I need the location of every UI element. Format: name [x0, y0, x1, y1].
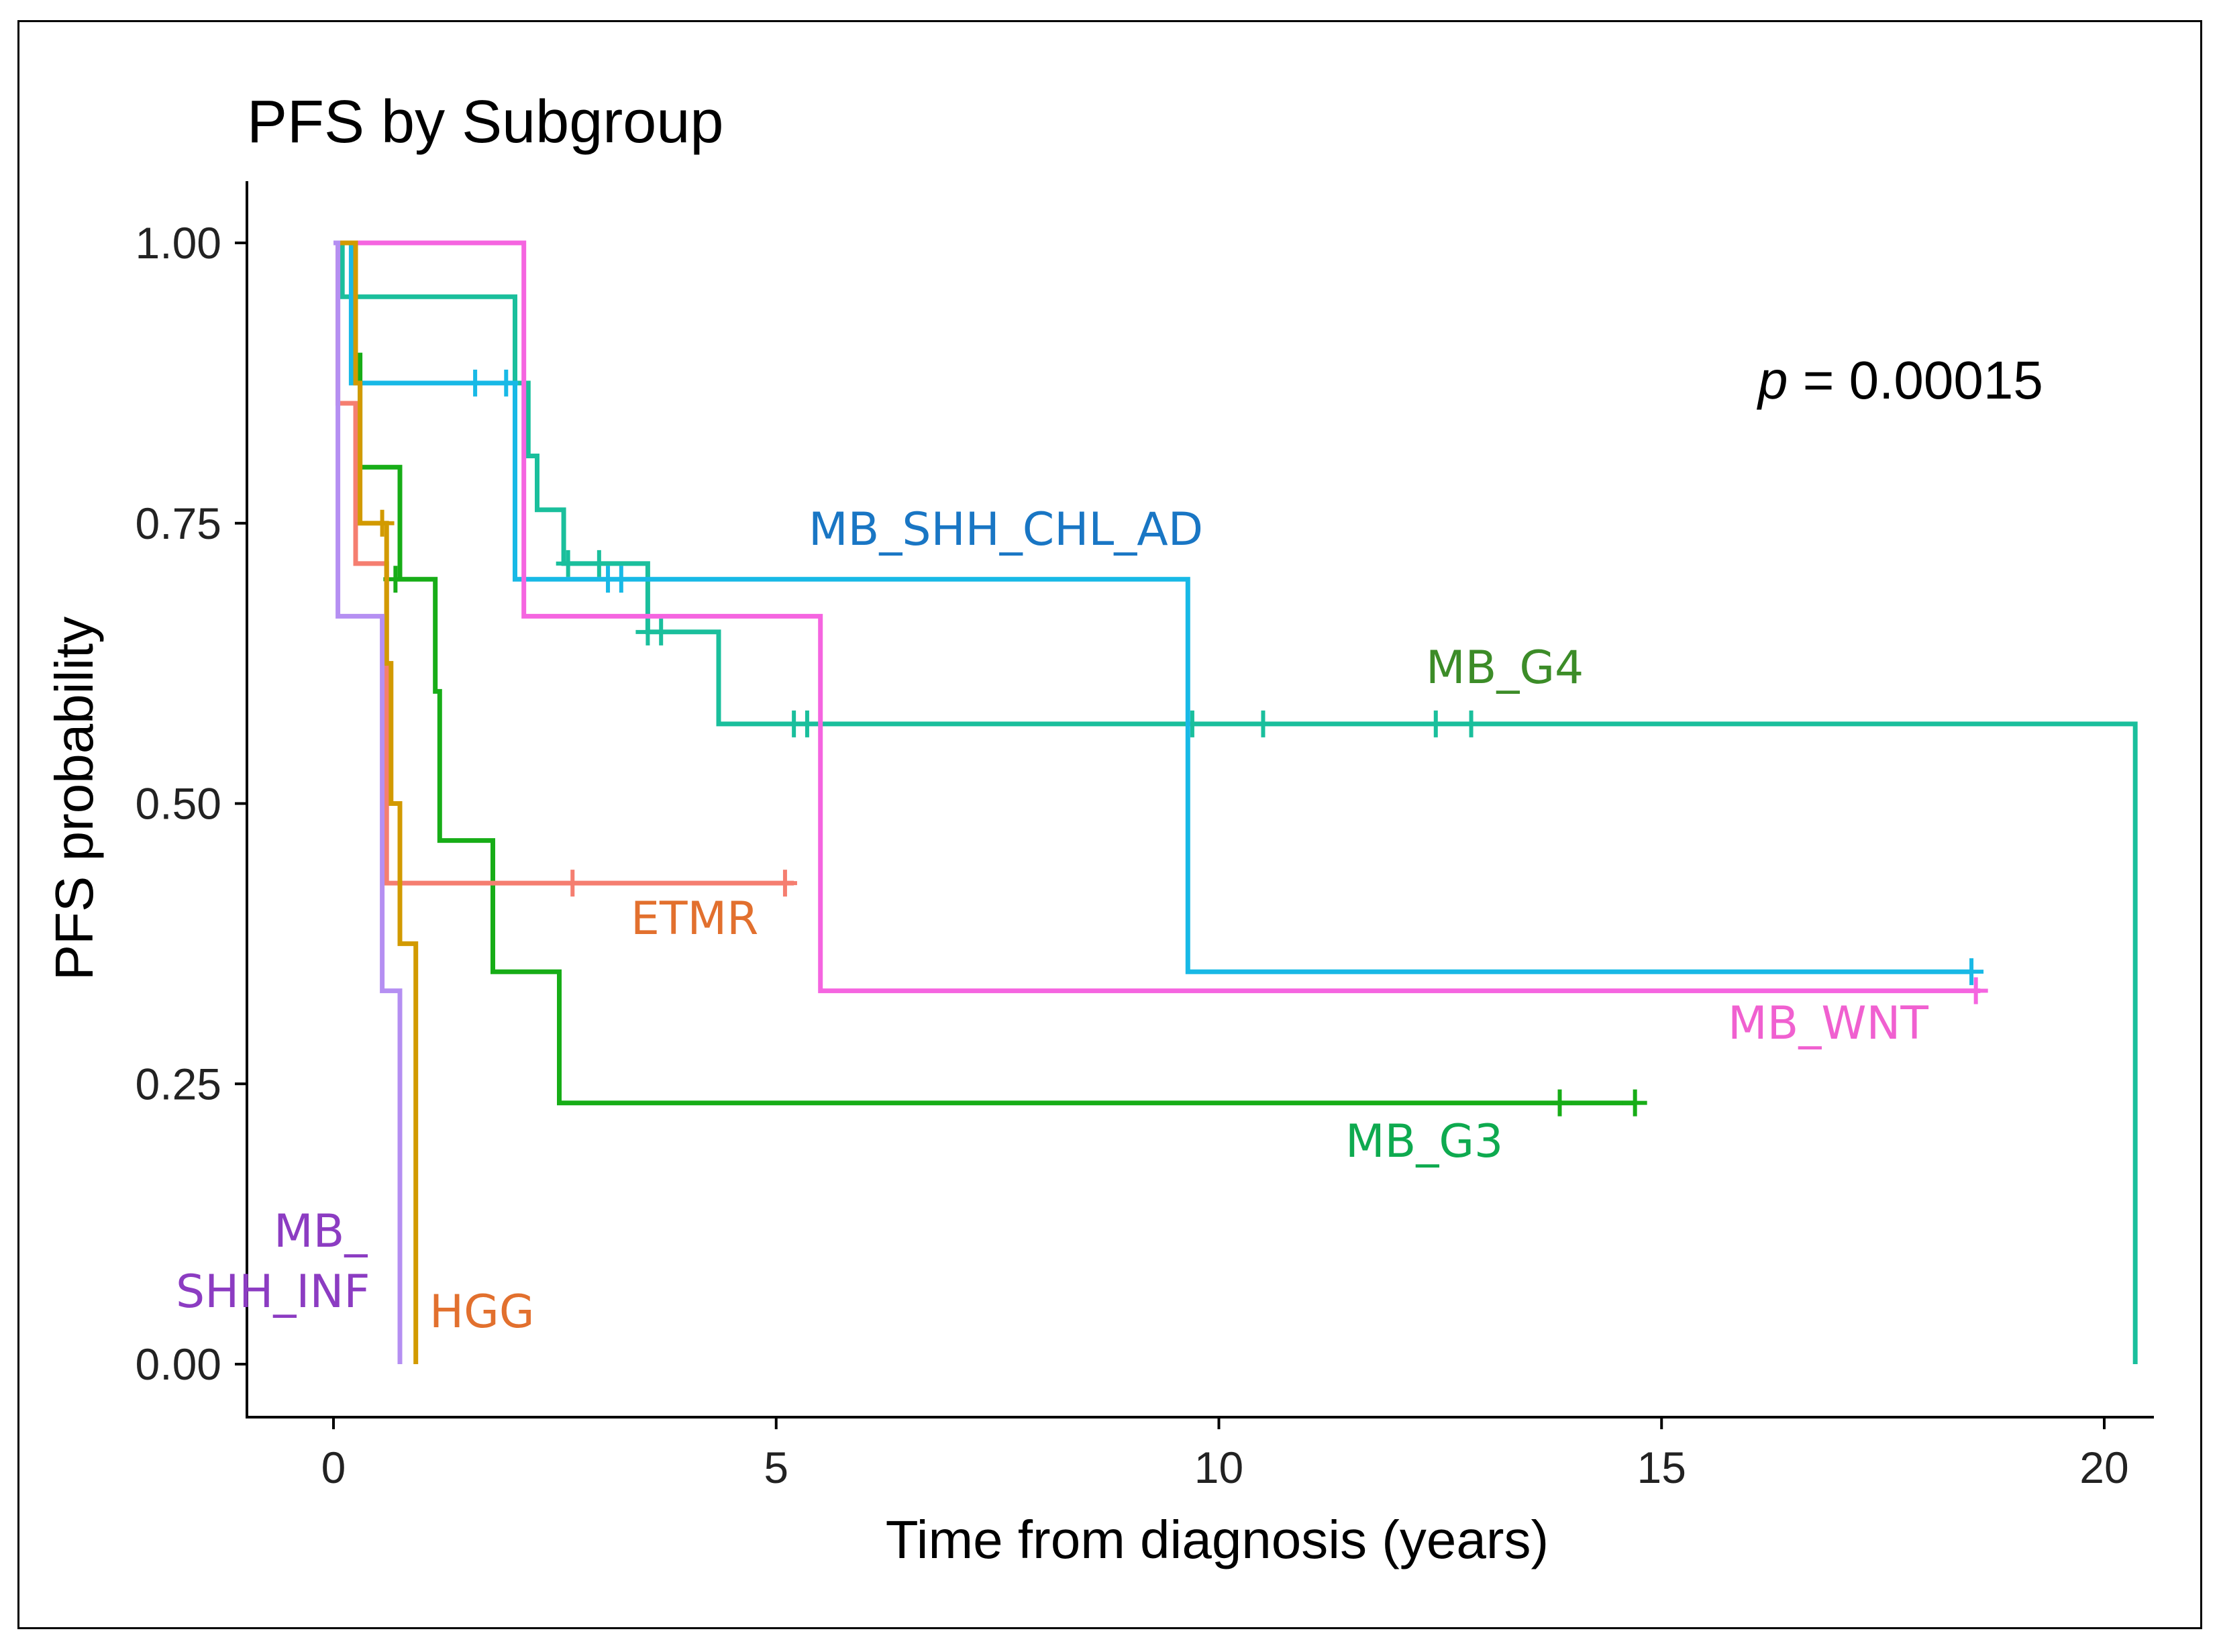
y-axis-title: PFS probability — [44, 617, 104, 980]
label-mb-wnt: MB_WNT — [1728, 997, 1928, 1050]
figure-frame — [17, 20, 2202, 1629]
km-curve-mb-shh-inf — [333, 240, 403, 1364]
label-mb-shh-inf-line1: MB_ — [274, 1205, 368, 1258]
censor-mark-hgg-0 — [370, 509, 395, 537]
censor-mark-mb-shh-chl-ad-0 — [463, 369, 488, 397]
censor-mark-etmr-1 — [560, 870, 585, 897]
x-tick-label-10: 10 — [1194, 1443, 1243, 1492]
censor-mark-mb-g4-7 — [1251, 710, 1276, 737]
series-mb-g4 — [333, 240, 2138, 1364]
censor-mark-mb-g4-8 — [1423, 710, 1448, 737]
y-tick-label-1.00: 1.00 — [136, 218, 221, 268]
series-mb-shh-inf — [333, 240, 403, 1364]
label-mb-g3: MB_G3 — [1345, 1115, 1503, 1168]
axis-ticks: 0.00 0.25 0.50 0.75 1.00 0 5 10 15 20 — [136, 218, 2129, 1492]
y-tick-label-0.50: 0.50 — [136, 779, 221, 829]
label-etmr: ETMR — [631, 892, 758, 945]
km-curve-mb-g4 — [333, 240, 2138, 1364]
label-hgg: HGG — [429, 1286, 535, 1339]
p-value-annotation: p = 0.00015 — [1757, 350, 2043, 410]
censor-mark-mb-g4-6 — [1180, 710, 1204, 737]
km-curve-mb-wnt — [333, 240, 1981, 994]
censor-mark-mb-shh-chl-ad-4 — [1959, 958, 1984, 986]
censor-mark-etmr-2 — [772, 870, 797, 897]
series-mb-wnt — [333, 240, 1988, 1004]
censor-mark-mb-g3-2 — [1622, 1089, 1647, 1117]
censor-mark-mb-shh-chl-ad-1 — [494, 369, 519, 397]
censor-mark-mb-g4-0 — [556, 550, 580, 577]
censor-mark-mb-wnt-0 — [1963, 977, 1988, 1004]
y-tick-label-0.75: 0.75 — [136, 499, 221, 548]
p-value-symbol: p — [1757, 350, 1788, 410]
censor-mark-mb-g3-1 — [1547, 1089, 1572, 1117]
x-tick-label-20: 20 — [2079, 1443, 2128, 1492]
label-mb-g4: MB_G4 — [1426, 641, 1584, 694]
plot-area — [333, 240, 2138, 1364]
p-value-text: = 0.00015 — [1788, 350, 2043, 410]
series-etmr — [333, 240, 797, 897]
km-curve-mb-shh-chl-ad — [333, 240, 1972, 974]
x-tick-label-15: 15 — [1637, 1443, 1686, 1492]
series-labels: MB_SHH_CHL_AD MB_G4 ETMR MB_WNT MB_G3 MB… — [176, 503, 1928, 1339]
censor-mark-mb-g4-3 — [649, 618, 674, 646]
censor-mark-mb-shh-chl-ad-3 — [609, 566, 633, 593]
x-tick-label-0: 0 — [321, 1443, 346, 1492]
x-tick-label-5: 5 — [764, 1443, 788, 1492]
series-mb-g3 — [333, 240, 1647, 1117]
chart-title: PFS by Subgroup — [247, 89, 723, 156]
km-curve-mb-g3 — [333, 240, 1635, 1106]
label-mb-shh-chl-ad: MB_SHH_CHL_AD — [809, 503, 1203, 556]
x-axis-title: Time from diagnosis (years) — [886, 1510, 1549, 1569]
series-mb-shh-chl-ad — [333, 240, 1984, 986]
label-mb-shh-inf-line2: SHH_INF — [176, 1266, 370, 1319]
y-tick-label-0.00: 0.00 — [136, 1339, 221, 1389]
censor-mark-mb-g4-5 — [794, 710, 819, 737]
censor-mark-mb-g4-9 — [1459, 710, 1484, 737]
series-hgg — [333, 240, 419, 1364]
censor-mark-mb-g4-1 — [586, 550, 611, 577]
y-tick-label-0.25: 0.25 — [136, 1059, 221, 1108]
km-curve-hgg — [333, 240, 419, 1364]
